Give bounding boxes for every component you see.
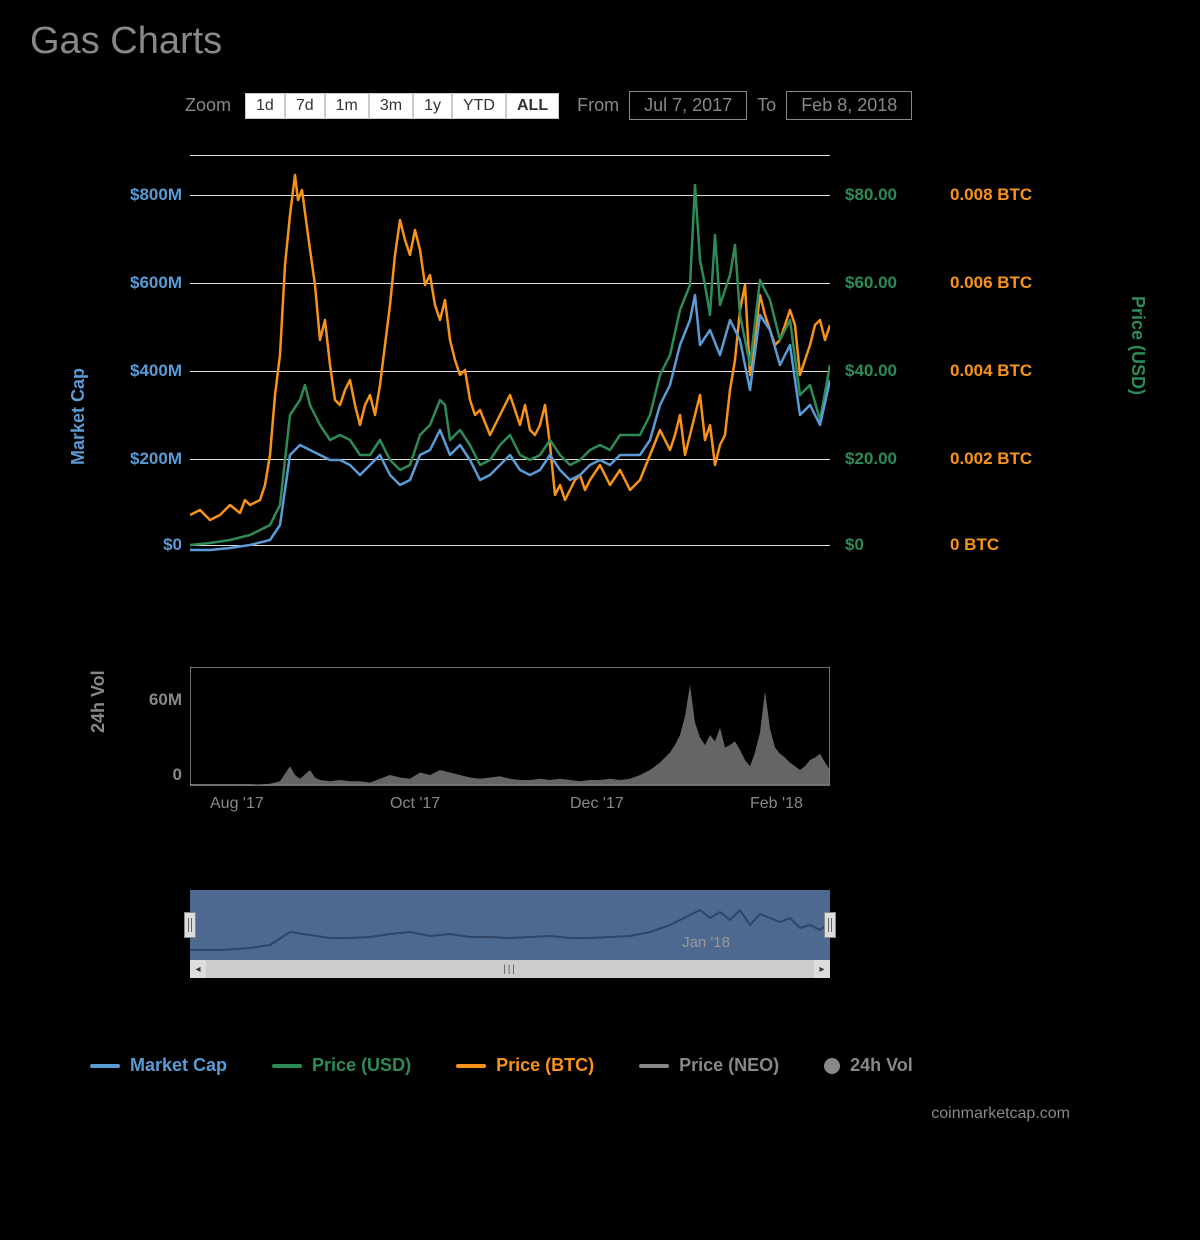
from-date-input[interactable]: Jul 7, 2017 [629,91,747,120]
from-label: From [577,95,619,116]
legend-item[interactable]: Market Cap [90,1055,227,1076]
legend-label: 24h Vol [850,1055,913,1076]
zoom-1m-button[interactable]: 1m [325,93,369,119]
axis-tick: $60.00 [845,273,897,293]
to-date-input[interactable]: Feb 8, 2018 [786,91,912,120]
volume-chart[interactable] [190,667,830,787]
navigator-grip[interactable]: ||| [503,964,517,975]
legend-line-icon [456,1064,486,1068]
legend-item[interactable]: Price (BTC) [456,1055,594,1076]
axis-tick: $80.00 [845,185,897,205]
axis-tick: $0 [845,535,864,555]
axis-tick: $200M [102,449,182,469]
legend-label: Price (USD) [312,1055,411,1076]
page-title: Gas Charts [30,20,1140,63]
x-axis-tick: Aug '17 [210,795,264,813]
legend-dot-icon [824,1058,840,1074]
chart-area: Market Cap Price (USD) Price (BTC) 24h V… [30,145,1130,845]
axis-tick: 60M [122,690,182,710]
zoom-7d-button[interactable]: 7d [285,93,325,119]
axis-tick: 0.004 BTC [950,361,1032,381]
axis-tick: $0 [102,535,182,555]
axis-tick: 0 BTC [950,535,999,555]
axis-title-volume: 24h Vol [88,670,109,733]
x-axis-tick: Feb '18 [750,795,803,813]
zoom-1y-button[interactable]: 1y [413,93,452,119]
navigator-arrow-right[interactable]: ▸ [814,960,830,978]
navigator[interactable]: Jan '18 ◂ ||| ▸ [190,890,830,980]
axis-tick: 0.008 BTC [950,185,1032,205]
axis-tick: $800M [102,185,182,205]
price-chart[interactable] [190,145,830,565]
zoom-label: Zoom [185,95,231,116]
navigator-scrollbar[interactable]: ◂ ||| ▸ [190,960,830,978]
navigator-tick-label: Jan '18 [682,934,730,951]
zoom-ytd-button[interactable]: YTD [452,93,506,119]
x-axis-tick: Dec '17 [570,795,624,813]
legend-line-icon [90,1064,120,1068]
legend-line-icon [272,1064,302,1068]
legend-item[interactable]: Price (NEO) [639,1055,779,1076]
to-label: To [757,95,776,116]
date-range: From Jul 7, 2017 To Feb 8, 2018 [577,91,912,120]
zoom-3m-button[interactable]: 3m [369,93,413,119]
navigator-range[interactable] [190,890,830,960]
axis-title-market-cap: Market Cap [68,368,89,465]
zoom-controls: Zoom 1d7d1m3m1yYTDALL From Jul 7, 2017 T… [185,91,1140,120]
axis-tick: 0 [122,765,182,785]
legend: Market Cap Price (USD) Price (BTC) Price (N… [90,1055,913,1076]
x-axis-tick: Oct '17 [390,795,440,813]
legend-label: Price (NEO) [679,1055,779,1076]
axis-title-price-usd: Price (USD) [1127,296,1148,395]
axis-tick: $20.00 [845,449,897,469]
legend-item[interactable]: 24h Vol [824,1055,913,1076]
axis-tick: 0.002 BTC [950,449,1032,469]
attribution: coinmarketcap.com [931,1105,1070,1123]
axis-tick: $40.00 [845,361,897,381]
zoom-all-button[interactable]: ALL [506,93,559,119]
axis-tick: 0.006 BTC [950,273,1032,293]
axis-tick: $600M [102,273,182,293]
zoom-1d-button[interactable]: 1d [245,93,285,119]
legend-label: Price (BTC) [496,1055,594,1076]
legend-line-icon [639,1064,669,1068]
navigator-handle-left[interactable] [184,912,196,938]
axis-tick: $400M [102,361,182,381]
navigator-arrow-left[interactable]: ◂ [190,960,206,978]
legend-label: Market Cap [130,1055,227,1076]
legend-item[interactable]: Price (USD) [272,1055,411,1076]
navigator-handle-right[interactable] [824,912,836,938]
